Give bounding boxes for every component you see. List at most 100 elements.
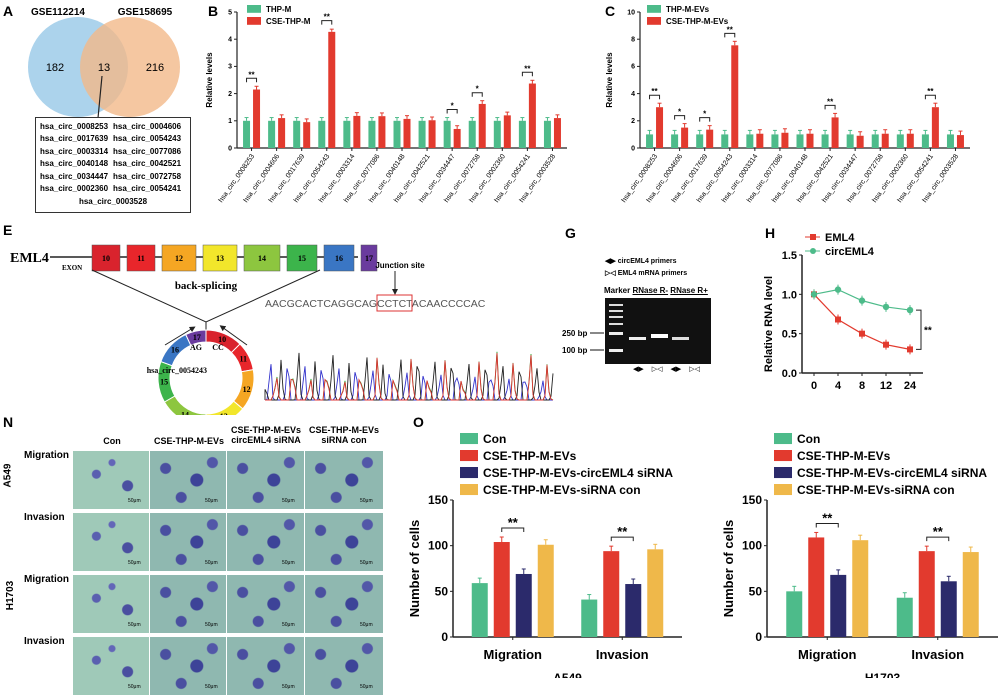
data-point — [835, 316, 841, 323]
bar-thp-m — [468, 120, 476, 148]
legend-label: CSE-THP-M-EVs-siRNA con — [797, 483, 955, 497]
bar-cse-thp-m-evs — [956, 135, 964, 148]
chromatogram-trace — [265, 353, 554, 401]
circrna-list-item: hsa_circ_0040148 — [40, 159, 109, 169]
bar-thp-m — [368, 120, 376, 148]
significance-bracket — [926, 536, 950, 542]
significance-bracket — [649, 94, 661, 100]
scale-bar-label: 50μm — [205, 498, 218, 504]
bar-cse-thp-m-evs — [656, 107, 664, 148]
significance-marker: * — [451, 102, 455, 111]
significance-marker: ** — [727, 25, 734, 34]
chart-h: 0.0 0.5 1.0 1.5 0 4 8 12 24 Relative RNA level EML… — [763, 232, 932, 392]
legend-swatch — [647, 5, 661, 13]
micrograph-image — [304, 512, 384, 572]
x-tick-label: 0 — [811, 380, 817, 392]
bar-thp-m-evs — [796, 134, 804, 148]
y-tick-label: 150 — [428, 493, 448, 507]
gel-image: 250 bp 100 bp — [562, 298, 711, 364]
data-point — [907, 346, 913, 353]
x-tick-label: 24 — [904, 380, 917, 392]
bar-thp-m — [518, 120, 526, 148]
y-tick-label: 1.5 — [782, 250, 797, 262]
significance-marker: * — [703, 110, 707, 119]
significance-bracket — [916, 309, 922, 350]
venn-overlap-count: 13 — [98, 62, 110, 74]
significance-bracket — [610, 536, 634, 542]
scale-bar-label: 50μm — [205, 684, 218, 690]
row-label: Invasion — [24, 636, 65, 647]
significance-marker: ** — [524, 64, 531, 73]
bp-100-label: 100 bp — [562, 346, 587, 355]
bar-cse-thp-m — [353, 115, 361, 148]
x-axis-label: H1703 — [865, 671, 901, 678]
scale-bar-label: 50μm — [360, 622, 373, 628]
bar-thp-m-evs — [696, 134, 704, 148]
bar-cse-thp-m-evs — [806, 133, 814, 148]
bar-thp-m-evs — [921, 134, 929, 148]
x-tick-label: Invasion — [596, 647, 649, 662]
bar-con — [581, 599, 598, 637]
bar-cse-thp-m — [278, 118, 286, 148]
bar-thp-m — [318, 120, 326, 148]
legend-swatch — [774, 467, 792, 479]
legend-swatch — [460, 467, 478, 479]
significance-marker: * — [678, 108, 682, 117]
panel-label-a: A — [3, 3, 14, 19]
bp-250-label: 250 bp — [562, 329, 587, 338]
bar-thp-m-evs — [946, 134, 954, 148]
significance-bracket — [724, 32, 736, 38]
significance-bracket — [521, 71, 533, 77]
column-header: Con — [103, 436, 121, 446]
x-axis-label: A549 — [553, 671, 582, 678]
bar-cse-thp-m-evs — [918, 551, 935, 637]
bar-cse-thp-m — [303, 122, 311, 148]
significance-marker: * — [476, 85, 480, 94]
significance-marker: ** — [324, 13, 331, 22]
rnase-minus-label: RNase R- — [632, 286, 669, 295]
legend-label: THP-M — [266, 5, 292, 14]
micrograph-image — [72, 512, 152, 572]
exon-number: 16 — [335, 254, 343, 263]
significance-bracket — [674, 115, 686, 120]
bar-thp-m-evs — [846, 134, 854, 148]
significance-bracket — [246, 77, 258, 83]
panel-label-g: G — [565, 225, 576, 241]
gel-lane-symbols: ◀▶ ▷◁ ◀▶ ▷◁ — [633, 365, 700, 373]
y-axis-label: Relative levels — [605, 52, 614, 108]
exon-number: 14 — [258, 254, 266, 263]
significance-bracket — [699, 117, 711, 122]
scale-bar-label: 50μm — [360, 684, 373, 690]
junction-site-label: Junction site — [375, 261, 425, 270]
significance-marker: ** — [827, 97, 834, 106]
gel-lane-header: Marker RNase R- RNase R+ — [604, 286, 724, 295]
y-tick-label: 100 — [742, 539, 762, 553]
exon-13 — [202, 244, 238, 272]
bar-cse-thp-m-evs-circeml4-sirna — [830, 574, 847, 637]
venn-right-count: 216 — [146, 62, 164, 74]
bar-cse-thp-m — [328, 31, 336, 148]
y-tick-label: 4 — [228, 37, 232, 44]
cell-line-label: A549 — [2, 463, 14, 488]
ring-exon-number: 12 — [243, 385, 251, 394]
bar-thp-m — [393, 120, 401, 148]
bar-thp-m — [268, 120, 276, 148]
bar-cse-thp-m-evs — [856, 135, 864, 148]
row-label: Migration — [24, 450, 69, 461]
data-point — [882, 303, 890, 311]
bar-cse-thp-m-evs — [603, 551, 620, 637]
bar-cse-thp-m-evs — [831, 117, 839, 148]
bar-thp-m-evs — [646, 134, 654, 148]
scale-bar-label: 50μm — [282, 560, 295, 566]
exon-number: 10 — [102, 254, 110, 263]
significance-bracket — [824, 104, 836, 110]
micrograph-image — [226, 574, 306, 634]
junction-box — [376, 294, 413, 312]
scale-bar-label: 50μm — [205, 560, 218, 566]
exon-number: 13 — [216, 254, 224, 263]
junction-sequence: AACGCACTCAGGCAGCCTCTACAACCCCAC — [265, 298, 486, 310]
band-circ-rnase-plus — [672, 337, 689, 340]
circrna-list-item: hsa_circ_0034447 — [40, 171, 109, 181]
data-point — [883, 341, 889, 348]
bar-cse-thp-m-evs-sirna-con — [962, 552, 979, 637]
